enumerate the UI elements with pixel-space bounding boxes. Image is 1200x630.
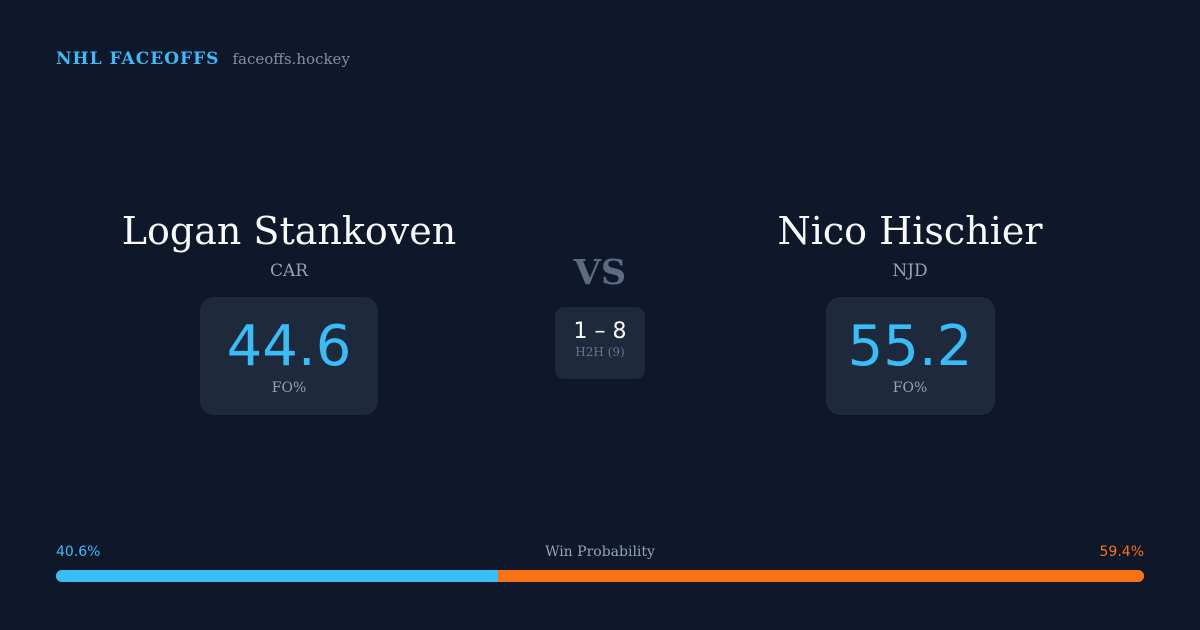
brand: NHL FACEOFFS faceoffs.hockey: [56, 49, 350, 69]
player-team: NJD: [892, 261, 928, 281]
h2h-label: H2H (9): [575, 345, 625, 359]
fo-label: FO%: [892, 380, 928, 396]
fo-stat-card: 55.2 FO%: [825, 297, 995, 415]
player-name: Nico Hischier: [777, 209, 1043, 253]
win-prob-bar-right: [497, 570, 1144, 582]
win-prob-bar-left: [56, 570, 498, 582]
win-prob-label: Win Probability: [545, 544, 655, 560]
fo-percentage: 55.2: [847, 314, 973, 379]
win-probability-bar: [56, 570, 1144, 582]
fo-percentage: 44.6: [226, 314, 352, 379]
player-left: Logan Stankoven CAR 44.6 FO%: [79, 205, 499, 415]
player-name: Logan Stankoven: [121, 209, 457, 253]
fo-stat-card: 44.6 FO%: [200, 297, 378, 415]
vs-label: VS: [573, 252, 627, 293]
h2h-card: 1 – 8 H2H (9): [555, 307, 645, 379]
win-prob-left: 40.6%: [56, 544, 101, 560]
player-right: Nico Hischier NJD 55.2 FO%: [700, 205, 1120, 415]
brand-title: NHL FACEOFFS: [56, 49, 220, 69]
player-team: CAR: [269, 261, 309, 281]
h2h-score: 1 – 8: [573, 319, 627, 344]
brand-site: faceoffs.hockey: [232, 50, 350, 68]
fo-label: FO%: [271, 380, 307, 396]
win-prob-right: 59.4%: [1099, 544, 1144, 560]
